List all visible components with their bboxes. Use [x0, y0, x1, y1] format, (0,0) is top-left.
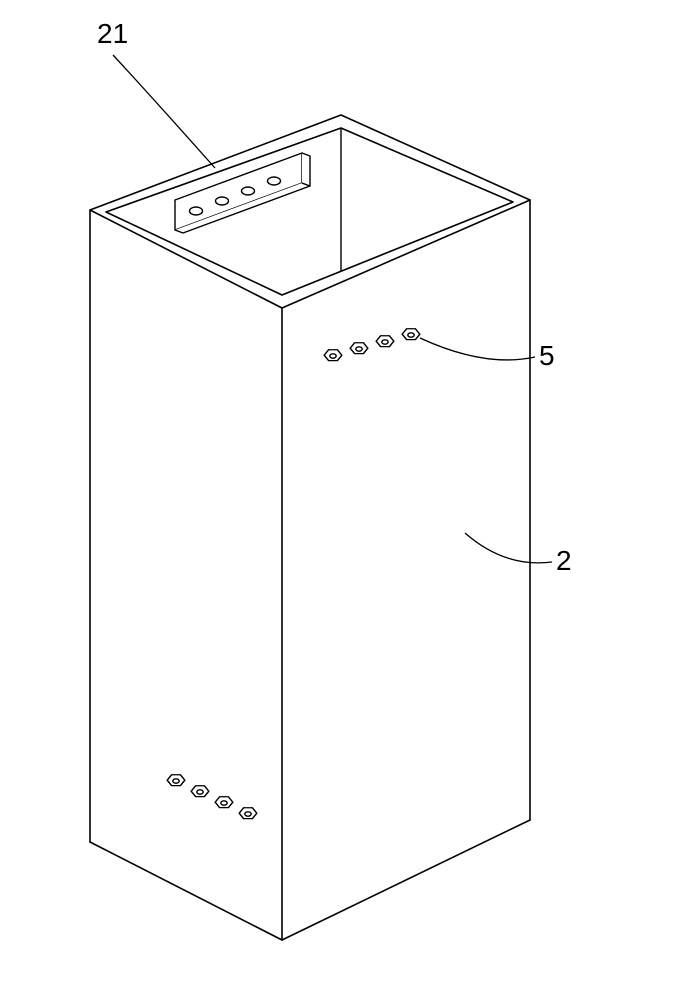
- nut-icon: [239, 808, 257, 819]
- bracket-hole: [190, 207, 203, 215]
- bracket-hole: [216, 197, 229, 205]
- nut-icon: [215, 797, 233, 808]
- bracket-hole: [268, 177, 281, 185]
- label-5: 5: [539, 340, 555, 372]
- bracket-hole: [242, 187, 255, 195]
- nut-icon: [350, 343, 368, 354]
- label-2: 2: [556, 545, 572, 577]
- nut-icon: [324, 350, 342, 361]
- nut-icon: [167, 775, 185, 786]
- technical-diagram: [0, 0, 683, 1000]
- nut-icon: [191, 786, 209, 797]
- label-21: 21: [97, 18, 128, 50]
- nut-icon: [376, 336, 394, 347]
- nut-icon: [402, 329, 420, 340]
